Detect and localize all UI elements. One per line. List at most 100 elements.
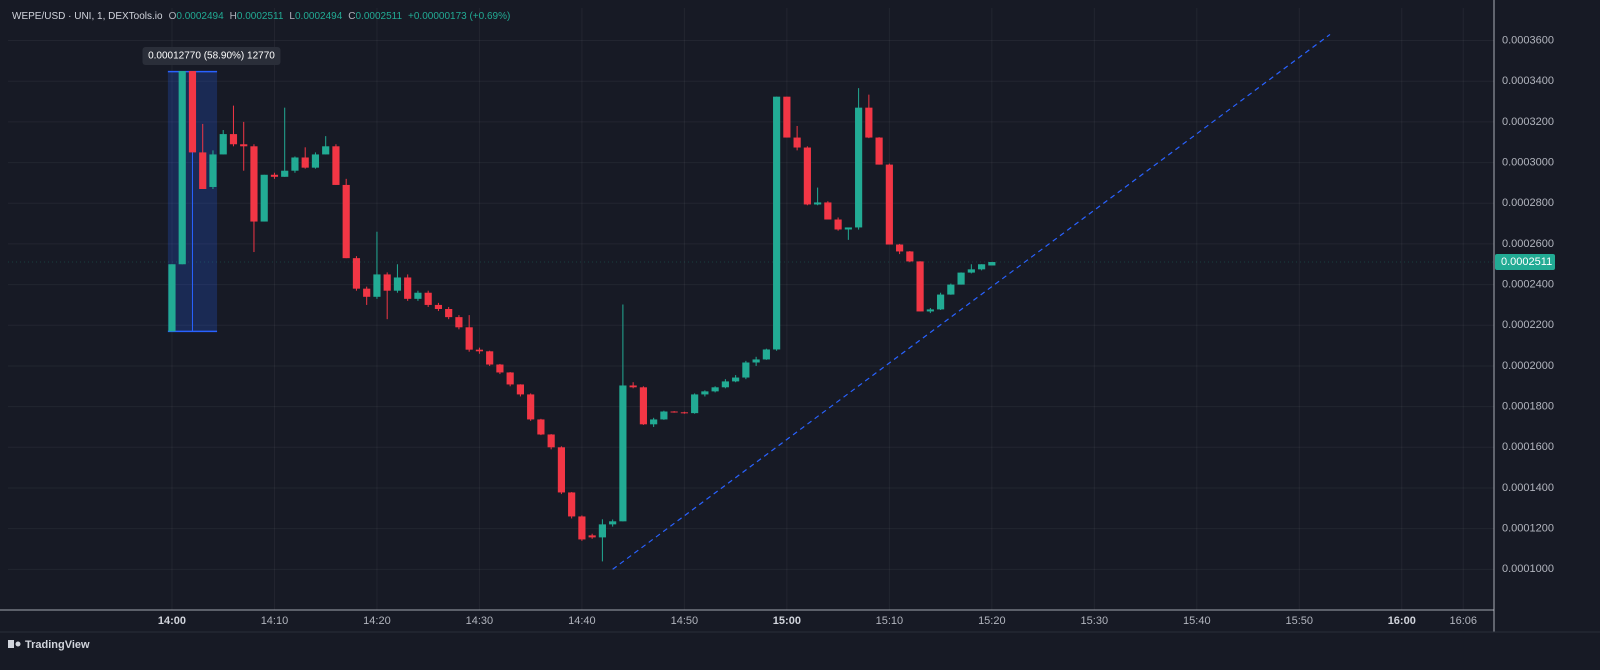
logo-mark [15,641,21,647]
last-price-label: 0.0002511 [1501,256,1552,268]
candle-body [383,274,391,291]
candle-body [926,309,934,312]
y-tick-label: 0.0003600 [1502,34,1554,46]
candle-body [475,349,484,352]
candle-body [865,107,873,138]
candle-body [393,277,402,291]
x-tick-label: 14:30 [466,615,494,627]
candle-body [855,107,863,228]
candle-body [588,535,596,538]
x-tick-label: 14:20 [363,615,391,627]
x-tick-label: 16:06 [1449,615,1477,627]
candle-body [199,152,207,190]
candle-body [260,174,268,222]
y-tick-label: 0.0001800 [1502,401,1554,413]
candle-body [373,274,381,297]
candle-body [311,154,320,168]
y-tick-label: 0.0001200 [1502,523,1554,535]
x-tick-label: 14:40 [568,615,596,627]
y-tick-label: 0.0001600 [1502,441,1554,453]
y-tick-label: 0.0002800 [1502,197,1554,209]
candle-body [547,434,555,448]
candle-body [711,387,719,392]
candle-body [445,309,453,318]
candle-body [916,261,924,312]
last-price-badge [1495,254,1555,271]
candle-body [598,524,606,538]
candle-body [250,146,258,222]
y-tick-label: 0.0002200 [1502,319,1554,331]
candle-body [240,144,248,147]
candle-body [352,258,361,289]
candle-body [168,264,176,332]
y-tick-label: 0.0002000 [1502,360,1554,372]
candle-body [506,372,514,385]
candle-body [752,359,760,363]
candle-body [660,411,668,420]
legend-value: 0.0002494 [294,11,343,22]
candle-body [342,184,350,259]
candle-body [844,227,852,230]
candle-body [455,317,463,328]
candle-body [967,269,975,273]
candle-body [270,174,279,177]
candle-body [650,419,658,425]
candle-body [537,419,545,435]
x-tick-label: 15:00 [773,615,801,627]
candle-body [773,96,781,350]
candle-body [188,71,197,153]
candle-body [557,447,565,493]
y-tick-label: 0.0002600 [1502,238,1554,250]
candle-body [885,164,893,245]
x-tick-label: 15:50 [1286,615,1314,627]
candle-body [332,146,340,185]
trend-line [612,33,1331,570]
y-tick-label: 0.0003400 [1502,75,1554,87]
candle-body [178,71,186,265]
legend-key: L [289,11,295,22]
y-tick-label: 0.0003000 [1502,156,1554,168]
candle-body [281,170,289,177]
candle-body [619,385,627,522]
legend-change: +0.00000173 (+0.69%) [408,11,511,22]
candle-body [803,147,811,205]
candle-body [721,381,729,388]
y-tick-label: 0.0001000 [1502,563,1554,575]
candle-body [301,157,309,168]
logo-mark [8,640,14,648]
legend-value: 0.0002511 [236,11,284,22]
candle-body [742,362,750,378]
legend-value: 0.0002511 [355,11,403,22]
measure-label-bg [142,47,281,65]
candle-body [527,394,535,420]
candle-body [568,492,576,517]
candle-body [957,272,965,285]
legend-key: H [229,11,237,22]
candle-body [424,292,432,305]
legend-key: C [348,11,356,22]
candle-body [486,351,494,365]
candle-body [732,377,740,382]
candle-body [609,521,617,525]
candle-body [516,384,525,395]
candle-body [219,134,227,155]
candle-body [988,262,996,266]
x-tick-label: 15:40 [1183,615,1211,627]
candle-body [824,202,832,220]
x-tick-label: 15:30 [1081,615,1109,627]
x-tick-label: 14:10 [261,615,289,627]
candle-body [691,394,699,414]
y-tick-label: 0.0003200 [1502,116,1554,128]
candle-body [937,294,945,310]
x-tick-label: 14:00 [158,615,186,627]
candle-body [404,277,412,299]
candle-body [783,96,791,138]
candle-body [906,251,914,262]
candle-body [639,387,647,425]
legend-value: 0.0002494 [176,11,224,22]
candle-body [670,411,678,413]
candle-body [947,284,955,295]
x-tick-label: 15:20 [978,615,1006,627]
